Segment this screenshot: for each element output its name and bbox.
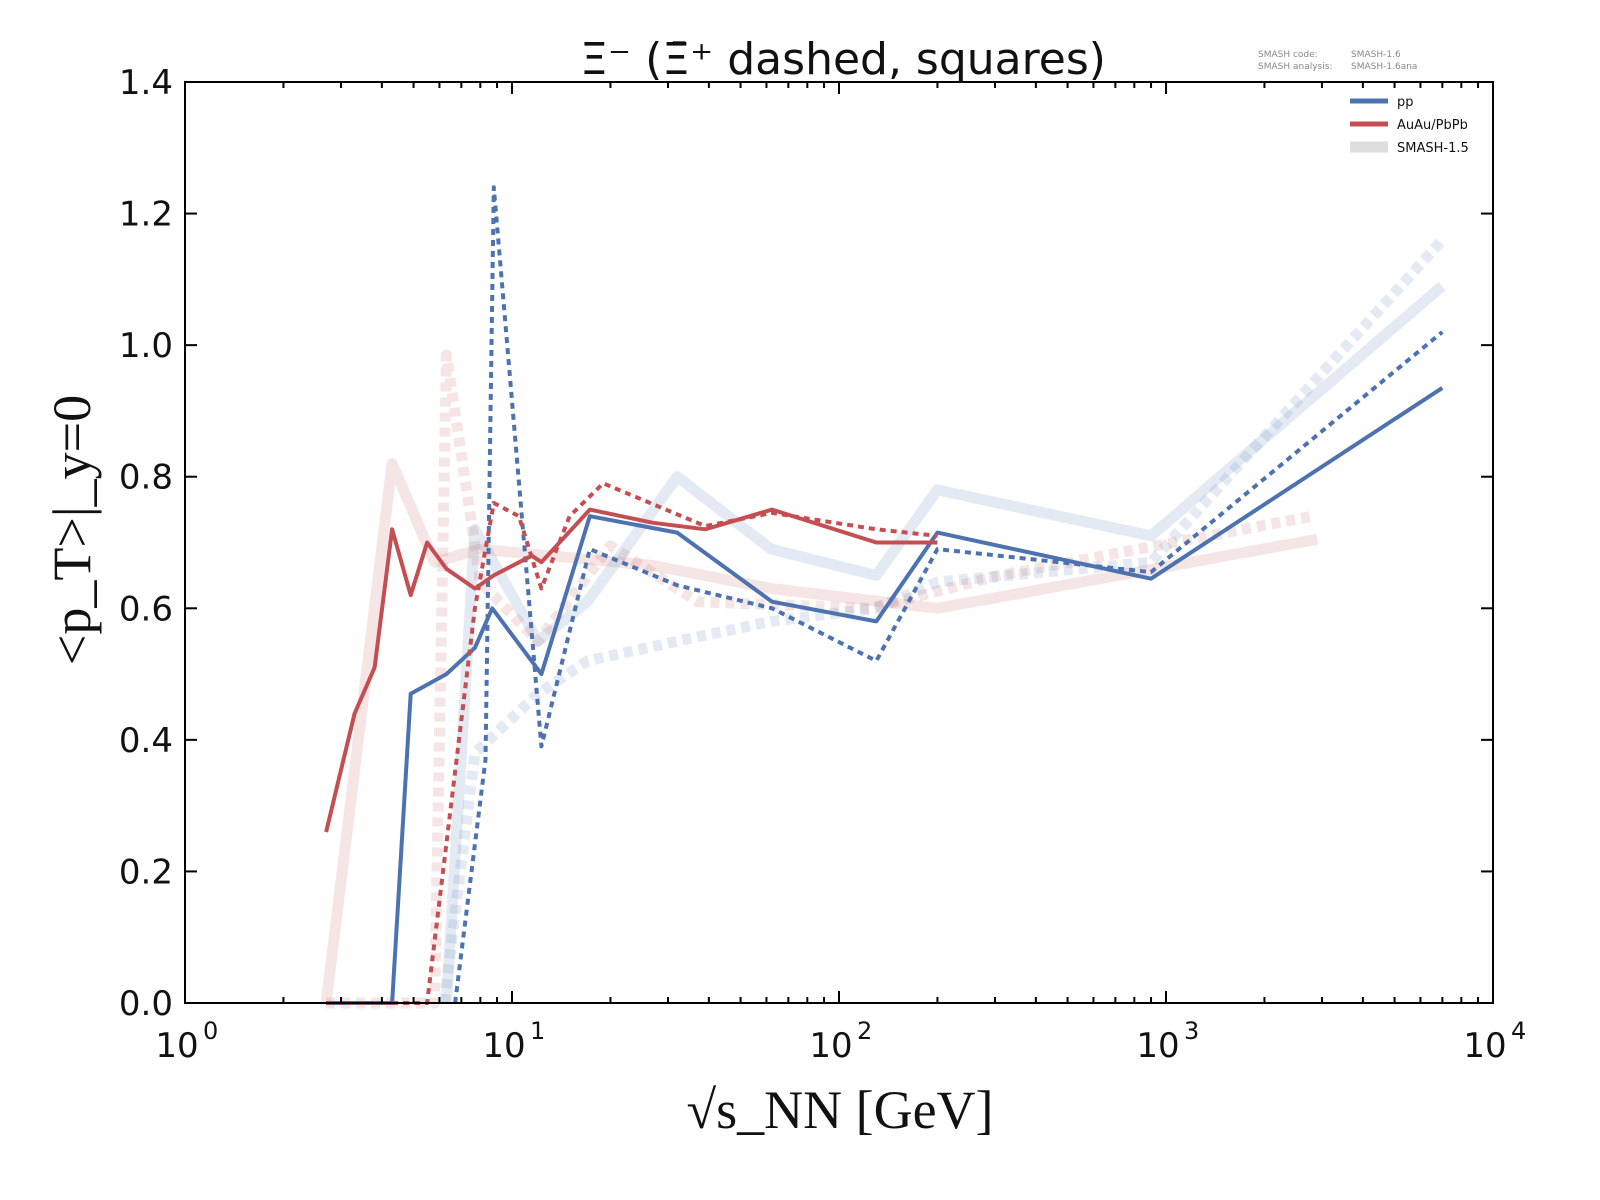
y-tick-label: 0.6	[119, 589, 173, 629]
x-tick-exponent: 2	[857, 1017, 872, 1045]
annotation-analysis-val: SMASH-1.6ana	[1351, 62, 1417, 72]
series-line-0	[320, 458, 1319, 1004]
x-tick-label: 10	[155, 1026, 198, 1066]
annotation-code-key: SMASH code:	[1258, 50, 1318, 60]
series-line-4	[326, 386, 1444, 1005]
series-line-6	[324, 507, 938, 833]
x-axis-label: √s_NN [GeV]	[686, 1080, 993, 1140]
version-annotation: SMASH code: SMASH-1.6 SMASH analysis: SM…	[1258, 50, 1417, 72]
chart-title: Ξ⁻ (Ξ̄⁺ dashed, squares)	[580, 34, 1106, 85]
x-tick-exponent: 1	[530, 1017, 545, 1045]
tick-layer: 0.00.20.40.60.81.01.21.410 0 10 1 10 2 10 3 10 4	[119, 63, 1526, 1066]
x-tick-exponent: 3	[1184, 1017, 1199, 1045]
series-line-3	[438, 236, 1447, 1004]
x-tick-label: 10	[1136, 1026, 1179, 1066]
legend-label-1: AuAu/PbPb	[1397, 118, 1468, 133]
series-line-7	[326, 481, 938, 1005]
y-tick-label: 0.4	[119, 721, 173, 761]
x-tick-exponent: 0	[203, 1017, 218, 1045]
y-axis-label: <p_T>|_y=0	[42, 395, 102, 665]
series-layer	[320, 185, 1447, 1009]
series-line-2	[440, 281, 1446, 1004]
y-tick-label: 1.0	[119, 326, 173, 366]
legend: pp AuAu/PbPb SMASH-1.5	[1350, 95, 1469, 156]
x-tick-label: 10	[482, 1026, 525, 1066]
series-line-1	[326, 349, 1314, 1009]
x-tick-label: 10	[1463, 1026, 1506, 1066]
legend-label-0: pp	[1397, 95, 1414, 110]
y-tick-label: 0.2	[119, 852, 173, 892]
y-tick-label: 1.4	[119, 63, 173, 103]
x-tick-label: 10	[809, 1026, 852, 1066]
legend-label-2: SMASH-1.5	[1397, 141, 1469, 156]
x-tick-exponent: 4	[1511, 1017, 1526, 1045]
annotation-code-val: SMASH-1.6	[1351, 50, 1401, 60]
y-tick-label: 0.8	[119, 458, 173, 498]
series-line-5	[453, 185, 1444, 1004]
y-tick-label: 0.0	[119, 984, 173, 1024]
annotation-analysis-key: SMASH analysis:	[1258, 62, 1332, 72]
y-tick-label: 1.2	[119, 195, 173, 235]
